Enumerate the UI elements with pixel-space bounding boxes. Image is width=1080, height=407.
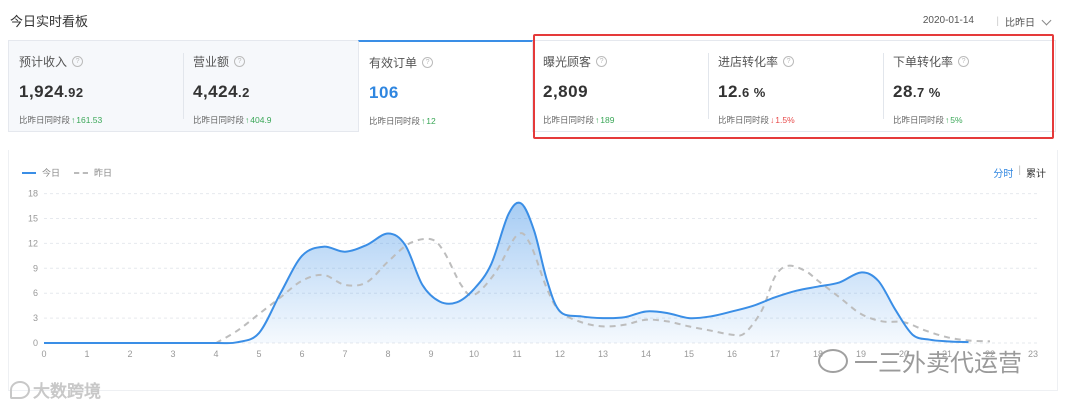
card-value: 28.7% xyxy=(893,82,941,101)
help-icon[interactable]: ? xyxy=(958,56,970,67)
help-icon[interactable]: ? xyxy=(234,56,246,67)
y-axis-ticks: 0 3 6 9 12 15 18 xyxy=(28,189,38,348)
card-revenue[interactable]: 营业额? 4,424.2 比昨日同时段 ↑ 404.9 xyxy=(183,40,358,132)
help-icon[interactable]: ? xyxy=(783,56,795,67)
toggle-cumulative[interactable]: 累计 xyxy=(1026,169,1046,180)
x-tick-label: 3 xyxy=(170,349,175,359)
divider: | xyxy=(996,16,999,27)
x-tick-label: 21 xyxy=(942,349,952,359)
x-tick-label: 4 xyxy=(213,349,218,359)
series-today-area xyxy=(44,202,969,344)
metric-cards: 预计收入? 1,924.92 比昨日同时段 ↑ 161.53 营业额? 4,424.… xyxy=(8,40,1056,132)
x-tick-label: 7 xyxy=(342,349,347,359)
y-tick-label: 9 xyxy=(33,263,38,273)
x-tick-label: 10 xyxy=(469,349,479,359)
brand-logo-icon xyxy=(10,380,30,399)
card-value: 2,809 xyxy=(543,82,589,101)
card-label: 预计收入 xyxy=(19,55,68,69)
chart-panel xyxy=(8,150,1058,391)
x-tick-label: 17 xyxy=(770,349,780,359)
card-label: 有效订单 xyxy=(369,56,418,70)
watermark-right: 一三外卖代运营 xyxy=(818,343,1022,378)
legend-today-swatch xyxy=(22,171,36,174)
x-tick-label: 11 xyxy=(512,349,521,359)
card-compare: 比昨日同时段 ↑ 12 xyxy=(369,116,436,126)
x-tick-label: 13 xyxy=(598,349,608,359)
legend-yesterday-label[interactable]: 昨日 xyxy=(94,168,113,178)
card-label: 营业额 xyxy=(193,55,230,69)
card-order-conversion[interactable]: 下单转化率? 28.7% 比昨日同时段 ↑ 5% xyxy=(883,40,1056,132)
x-tick-label: 22 xyxy=(985,349,995,359)
card-compare: 比昨日同时段 ↑ 161.53 xyxy=(19,115,103,125)
x-tick-label: 12 xyxy=(555,349,565,359)
card-compare: 比昨日同时段 ↑ 404.9 xyxy=(193,115,272,125)
x-tick-label: 16 xyxy=(727,349,737,359)
y-tick-label: 6 xyxy=(33,288,38,298)
divider: | xyxy=(1018,165,1021,176)
current-date: 2020-01-14 xyxy=(922,15,974,26)
series-yesterday-line xyxy=(215,232,991,344)
card-compare: 比昨日同时段 ↑ 5% xyxy=(893,115,963,125)
x-tick-label: 20 xyxy=(899,349,909,359)
card-value: 12.6% xyxy=(718,82,766,101)
card-compare: 比昨日同时段 ↓ 1.5% xyxy=(718,115,795,125)
y-tick-label: 0 xyxy=(33,338,38,348)
wechat-icon xyxy=(818,348,848,373)
y-tick-label: 18 xyxy=(28,189,38,199)
x-tick-label: 18 xyxy=(813,349,823,359)
card-value: 1,924.92 xyxy=(19,82,84,101)
x-tick-label: 2 xyxy=(127,349,132,359)
x-tick-label: 9 xyxy=(428,349,433,359)
card-value: 106 xyxy=(369,83,399,102)
card-label: 曝光顾客 xyxy=(543,55,592,69)
card-compare: 比昨日同时段 ↑ 189 xyxy=(543,115,615,125)
card-valid-orders[interactable]: 有效订单? 106 比昨日同时段 ↑ 12 xyxy=(358,40,533,132)
card-expected-income[interactable]: 预计收入? 1,924.92 比昨日同时段 ↑ 161.53 xyxy=(8,40,183,132)
x-tick-label: 15 xyxy=(684,349,694,359)
x-tick-label: 6 xyxy=(299,349,304,359)
y-tick-label: 3 xyxy=(33,313,38,323)
legend-yesterday-swatch xyxy=(74,171,89,174)
card-label: 进店转化率 xyxy=(718,55,779,69)
toggle-hourly[interactable]: 分时 xyxy=(993,169,1014,180)
x-tick-label: 8 xyxy=(385,349,390,359)
highlight-box xyxy=(533,34,1054,139)
chart-mode-toggle: 分时 | 累计 xyxy=(993,165,1046,180)
y-tick-label: 15 xyxy=(28,214,38,224)
series-today-line xyxy=(44,201,969,345)
x-tick-label: 1 xyxy=(84,349,89,359)
compare-dropdown[interactable]: | 比昨日 xyxy=(996,14,1052,29)
legend-today-label[interactable]: 今日 xyxy=(42,168,61,178)
x-axis-ticks: 0 1 2 3 4 5 6 7 8 9 10 11 12 13 14 15 16 17 18 19 20 21 22 23 xyxy=(41,349,1038,359)
card-value: 4,424.2 xyxy=(193,82,250,101)
card-exposed-customers[interactable]: 曝光顾客? 2,809 比昨日同时段 ↑ 189 xyxy=(533,40,708,132)
page-title: 今日实时看板 xyxy=(10,14,89,29)
x-tick-label: 14 xyxy=(641,349,651,359)
x-tick-label: 0 xyxy=(41,349,46,359)
x-tick-label: 23 xyxy=(1028,349,1038,359)
y-tick-label: 12 xyxy=(28,238,38,248)
chart-legend: 今日 昨日 xyxy=(22,166,112,179)
help-icon[interactable]: ? xyxy=(72,56,84,67)
help-icon[interactable]: ? xyxy=(422,57,434,68)
help-icon[interactable]: ? xyxy=(596,56,608,67)
compare-dropdown-label: 比昨日 xyxy=(1005,18,1035,29)
x-tick-label: 5 xyxy=(256,349,261,359)
card-visit-conversion[interactable]: 进店转化率? 12.6% 比昨日同时段 ↓ 1.5% xyxy=(708,40,883,132)
x-tick-label: 19 xyxy=(856,349,866,359)
card-label: 下单转化率 xyxy=(893,55,954,69)
watermark-left: 大数跨境 xyxy=(10,377,101,402)
